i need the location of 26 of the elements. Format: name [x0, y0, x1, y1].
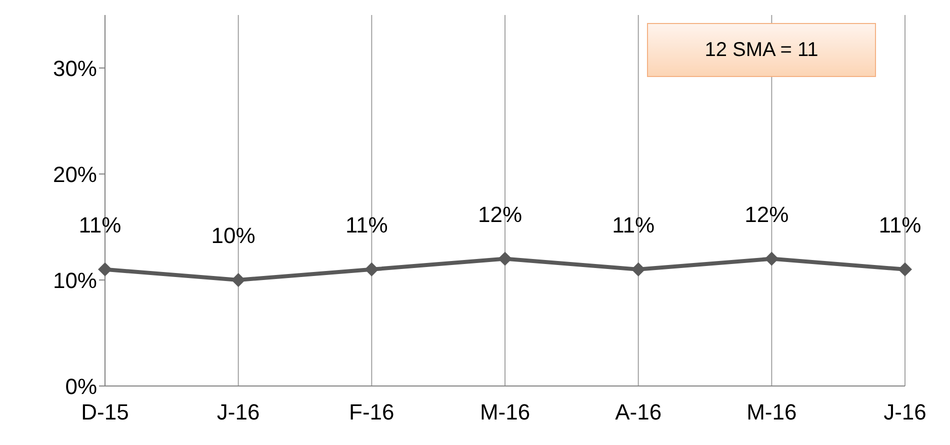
point	[898, 262, 912, 276]
point	[631, 262, 646, 276]
x-tick-label: M-16	[746, 400, 797, 425]
x-tick-label: D-15	[81, 400, 129, 425]
point	[498, 252, 512, 266]
data-label: 11%	[78, 212, 122, 238]
x-tick-label: J-16	[884, 400, 926, 425]
data-label: 11%	[612, 212, 655, 238]
point	[98, 262, 112, 276]
data-label: 12%	[744, 202, 789, 227]
y-tick-label: 10%	[52, 268, 97, 293]
x-tick-label: F-16	[349, 400, 394, 425]
y-tick-label: 30%	[52, 56, 97, 81]
note-box: 12 SMA = 11	[647, 23, 876, 77]
y-tick-label: 0%	[65, 374, 97, 399]
point	[231, 273, 246, 287]
data-label: 12%	[478, 202, 522, 227]
data-label: 11%	[878, 212, 922, 238]
point	[764, 252, 779, 266]
x-tick-label: A-16	[615, 400, 662, 425]
point	[364, 262, 379, 276]
y-tick-label: 20%	[52, 162, 97, 187]
x-tick-label: J-16	[216, 400, 260, 425]
x-tick-label: M-16	[480, 400, 530, 425]
data-label: 11%	[345, 212, 388, 238]
data-label: 10%	[211, 223, 256, 248]
